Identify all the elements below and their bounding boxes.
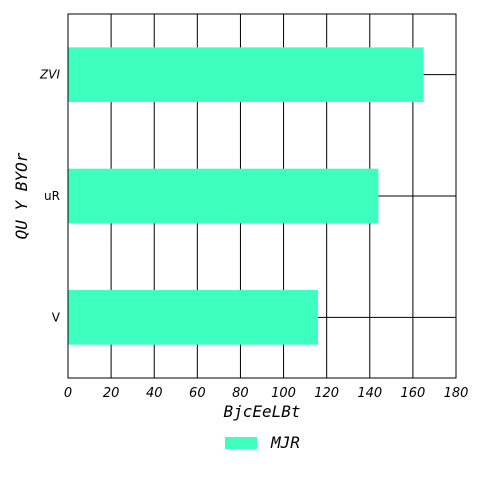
- bar-v: [68, 290, 319, 345]
- x-axis-title: BjcEeLBt: [223, 402, 300, 421]
- x-tick-label: 80: [232, 386, 249, 401]
- x-tick-label: 120: [314, 386, 339, 401]
- y-axis-title: QU Y BYOr: [12, 152, 31, 239]
- x-tick-label: 140: [357, 386, 382, 401]
- x-tick-labels: 0 20 40 60 80 100 120 140 160 180: [64, 386, 469, 401]
- plot-area-frame: [67, 13, 457, 379]
- x-tick-label: 40: [146, 386, 163, 401]
- x-tick-label: 100: [271, 386, 296, 401]
- y-tick-label: uR: [44, 189, 60, 203]
- legend-label-mjr: MJR: [270, 433, 300, 452]
- x-tick-label: 180: [444, 386, 469, 401]
- legend: MJR: [225, 433, 300, 452]
- bars: [68, 47, 424, 345]
- x-tick-label: 160: [400, 386, 425, 401]
- legend-swatch-mjr: [225, 437, 257, 449]
- x-tick-label: 0: [64, 386, 72, 401]
- bar-zvi: [68, 47, 424, 102]
- x-tick-label: 20: [103, 386, 120, 401]
- x-tick-label: 60: [189, 386, 206, 401]
- y-category-labels: ZVI uR V: [39, 68, 61, 325]
- y-tick-label: ZVI: [39, 68, 60, 82]
- y-tick-label: V: [52, 310, 61, 324]
- bar-ur: [68, 168, 379, 224]
